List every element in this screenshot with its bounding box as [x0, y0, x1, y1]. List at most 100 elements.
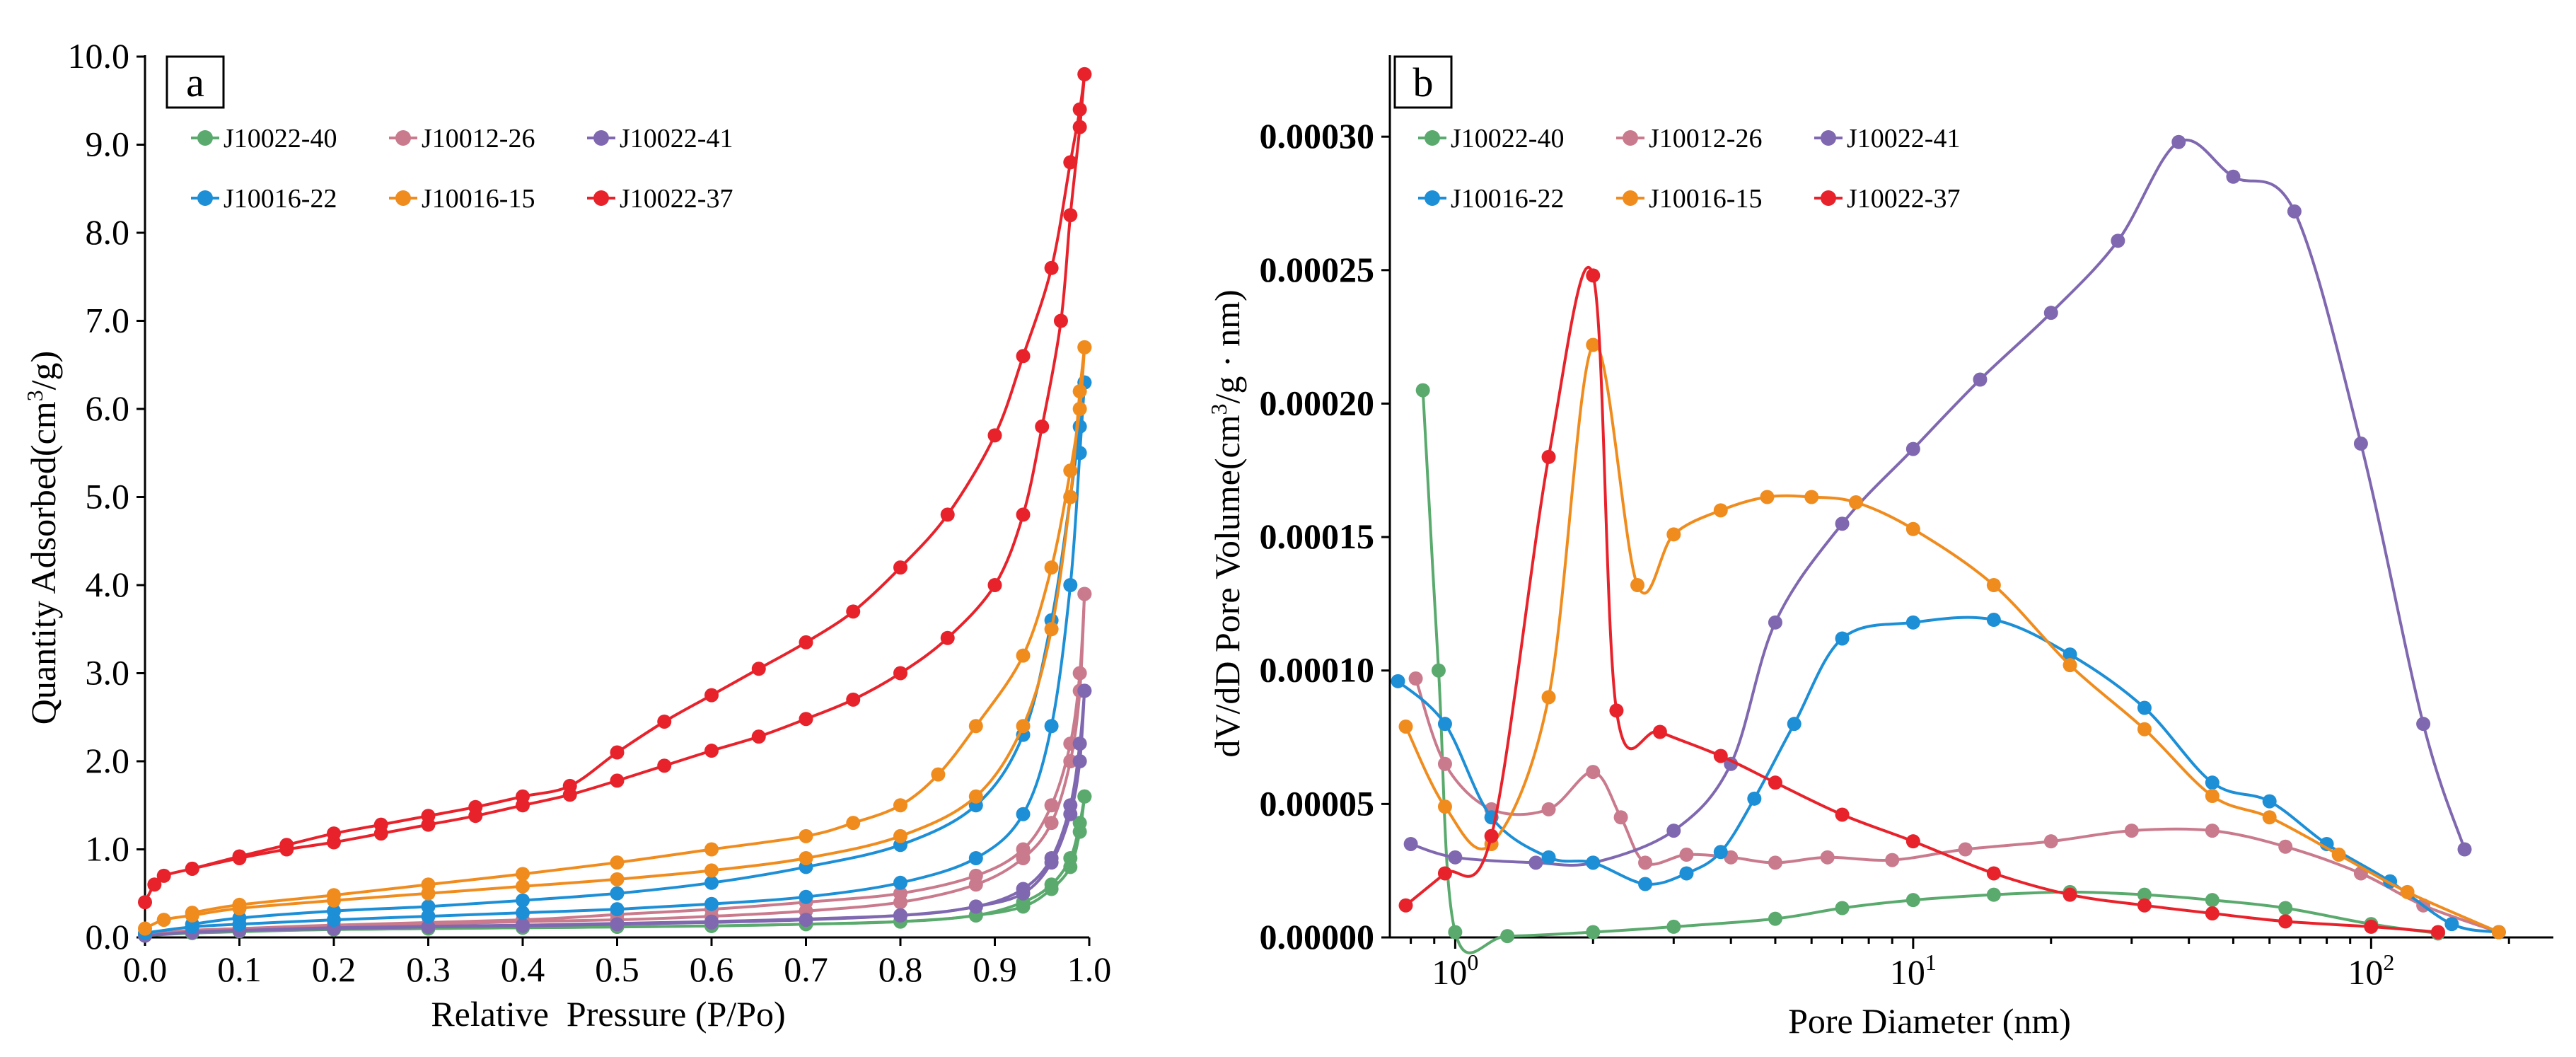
series-b-point-j10012-26: [1541, 802, 1556, 816]
series-a-point-j10012-26: [1077, 587, 1092, 601]
panel-b-y-tick-label: 0.00030: [1260, 116, 1375, 156]
series-a-point-j10012-26: [1044, 798, 1059, 813]
panel-a-x-tick-label: 0.3: [406, 949, 451, 989]
series-a-point-j10022-37: [1063, 155, 1078, 170]
series-b-point-j10016-22: [1541, 850, 1556, 865]
series-a-point-j10016-22: [610, 886, 625, 901]
series-b-point-j10016-22: [1747, 791, 1762, 806]
panel-a-y-tick-label: 2.0: [86, 741, 130, 780]
panel-a-legend-marker-j10012-26: [395, 130, 411, 146]
series-b-point-j10012-26: [1679, 848, 1694, 862]
series-a-point-j10016-22: [516, 893, 530, 908]
series-b-point-j10012-26: [1408, 671, 1423, 686]
panel-a-legend-label-j10022-40: J10022-40: [224, 124, 337, 154]
series-a-point-j10016-22: [704, 875, 719, 890]
panel-b-series: [1391, 134, 2506, 954]
series-b-point-j10022-40: [1415, 383, 1430, 398]
series-a-point-j10012-26: [1072, 666, 1087, 681]
series-b-point-j10022-41: [2171, 134, 2186, 149]
series-a-point-j10022-41: [516, 918, 530, 932]
series-b-point-j10022-37: [1986, 866, 2001, 881]
series-a-point-j10016-22: [327, 903, 341, 918]
series-b-point-j10012-26: [1820, 850, 1835, 865]
series-a-point-j10022-41: [1072, 754, 1087, 768]
series-a-point-j10022-37: [1077, 67, 1092, 81]
series-b-point-j10012-26: [2278, 839, 2293, 854]
series-a-point-j10016-15: [1072, 402, 1087, 416]
series-a-point-j10022-37: [704, 744, 719, 758]
series-b-point-j10022-40: [1500, 929, 1515, 944]
series-a-point-j10022-37: [562, 778, 577, 793]
series-b-point-j10016-15: [1848, 495, 1863, 510]
panel-a-x-tick-label: 1.0: [1067, 949, 1112, 989]
series-b-line-j10022-41: [1410, 139, 2466, 867]
series-b-point-j10016-15: [1804, 490, 1819, 504]
panel-a-legend-marker-j10022-40: [197, 130, 213, 146]
series-b-point-j10022-40: [1666, 919, 1681, 934]
series-b-point-j10022-41: [2353, 437, 2368, 451]
panel-a-isotherm-chart: 0.0 0.1 0.2 0.3 0.4 0.5 0.6 0.7 0.8 0.9 1.0 0.0 1.0 2…: [22, 36, 1111, 1034]
series-b-line-j10022-40: [1421, 390, 2439, 954]
series-a-point-j10022-41: [1016, 886, 1031, 901]
series-a-point-j10016-15: [1063, 463, 1078, 478]
series-a-point-j10022-37: [799, 712, 813, 727]
series-b-point-j10022-41: [2287, 204, 2302, 219]
series-b-point-j10022-41: [2111, 233, 2125, 248]
series-b-point-j10022-41: [1768, 615, 1782, 630]
series-a-point-j10016-22: [799, 889, 813, 904]
panel-b-x-axis-label: Pore Diameter (nm): [1788, 1001, 2071, 1041]
panel-a-y-tick-label: 3.0: [86, 653, 130, 693]
series-b-point-j10022-41: [2457, 842, 2472, 857]
panel-b-legend-label-j10022-37: J10022-37: [1847, 184, 1960, 214]
series-a-point-j10016-15: [704, 842, 719, 857]
series-b-point-j10012-26: [2043, 834, 2058, 849]
series-a-point-j10016-15: [610, 855, 625, 870]
series-a-point-j10022-37: [846, 604, 861, 619]
panel-b-y-tick-label: 0.00020: [1260, 383, 1375, 422]
series-a-point-j10022-37: [327, 826, 341, 841]
series-a-point-j10022-40: [1077, 789, 1092, 804]
panel-b-x-tick-exponent: 1: [1925, 949, 1937, 975]
series-a-point-j10022-37: [704, 688, 719, 703]
series-b-point-j10012-26: [1586, 765, 1601, 780]
panel-a-legend-marker-j10016-22: [197, 190, 213, 206]
series-a-point-j10022-37: [147, 877, 162, 892]
series-b-point-j10016-15: [2262, 810, 2277, 825]
series-b-point-j10012-26: [1613, 810, 1628, 825]
series-b-point-j10016-22: [1391, 674, 1405, 688]
panel-a-x-tick-label: 0.5: [595, 949, 639, 989]
series-a-adsorption-line-j10016-22: [144, 382, 1086, 935]
panel-b-axes: 100 101 1020.000000.000050.000100.000150.0…: [1260, 55, 2553, 992]
series-b-point-j10022-40: [1586, 925, 1601, 940]
series-b-point-j10022-37: [2364, 919, 2379, 934]
series-b-point-j10012-26: [1638, 855, 1653, 870]
series-b-point-j10016-15: [2491, 925, 2506, 940]
series-a-point-j10016-15: [138, 921, 152, 936]
series-b-point-j10016-15: [1760, 490, 1775, 504]
panel-a-y-axis-label: Quantity Adsorbed(cm3/g): [22, 351, 63, 724]
series-b-point-j10016-22: [1437, 717, 1452, 732]
series-b-point-j10022-37: [1398, 898, 1413, 913]
panel-b-y-tick-label: 0.00005: [1260, 783, 1375, 823]
series-b-point-j10016-22: [2444, 917, 2459, 932]
series-a-point-j10016-15: [1044, 622, 1059, 637]
series-b-point-j10016-15: [1666, 527, 1681, 542]
series-a-point-j10016-15: [156, 913, 171, 928]
series-b-point-j10016-22: [1905, 615, 1920, 630]
panel-b-y-tick-label: 0.00025: [1260, 250, 1375, 289]
series-b-point-j10022-41: [2416, 717, 2431, 732]
series-b-point-j10016-22: [2205, 775, 2220, 790]
series-a-point-j10022-41: [1044, 855, 1059, 870]
series-a-point-j10022-37: [138, 895, 152, 910]
series-b-point-j10022-37: [1484, 828, 1499, 843]
series-a-point-j10022-37: [468, 799, 483, 814]
series-a-point-j10022-37: [846, 692, 861, 707]
panel-b-x-tick-base: 10: [1890, 952, 1925, 992]
series-a-point-j10016-15: [327, 888, 341, 903]
panel-a-y-axis-label-main: Quantity Adsorbed(cm: [23, 401, 63, 724]
series-b-point-j10016-22: [1679, 866, 1694, 881]
panel-b-x-tick-label: 100: [1432, 949, 1478, 992]
series-b-point-j10016-15: [1713, 503, 1728, 518]
panel-a-x-tick-label: 0.6: [690, 949, 734, 989]
